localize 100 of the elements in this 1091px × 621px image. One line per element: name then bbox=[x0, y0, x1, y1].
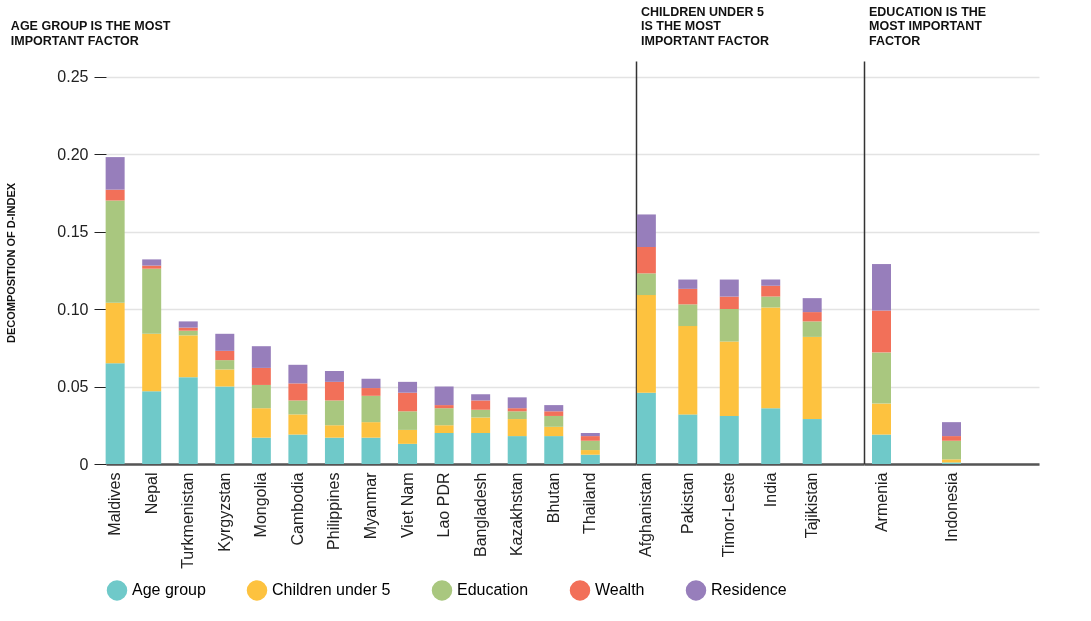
bar bbox=[872, 352, 891, 404]
x-tick-label: India bbox=[761, 472, 779, 508]
bar bbox=[324, 400, 344, 426]
bar bbox=[105, 157, 125, 190]
bar bbox=[251, 437, 271, 464]
bar bbox=[507, 436, 527, 464]
bar bbox=[251, 384, 271, 409]
bar bbox=[288, 434, 308, 464]
bar bbox=[215, 350, 235, 361]
bar bbox=[471, 400, 491, 410]
bar bbox=[324, 381, 344, 401]
bar bbox=[105, 200, 125, 303]
bar bbox=[361, 388, 381, 396]
x-tick-label: Bhutan bbox=[544, 472, 562, 524]
bar bbox=[942, 440, 961, 460]
bar bbox=[580, 436, 600, 441]
bar bbox=[719, 415, 739, 464]
bar bbox=[872, 264, 891, 311]
x-tick-label: Tajikistan bbox=[803, 472, 821, 539]
bar bbox=[471, 433, 491, 464]
bar bbox=[215, 386, 235, 464]
bar bbox=[471, 409, 491, 418]
x-tick-label: Maldives bbox=[106, 472, 124, 536]
bar bbox=[636, 214, 656, 247]
x-tick-label: Timor-Leste bbox=[720, 472, 738, 558]
bar bbox=[678, 279, 698, 289]
bar bbox=[288, 383, 308, 401]
bar bbox=[288, 364, 308, 384]
x-tick-label: Turkmenistan bbox=[179, 472, 197, 569]
bar bbox=[636, 295, 656, 393]
bar bbox=[288, 400, 308, 415]
bar bbox=[761, 408, 781, 464]
legend-label: Wealth bbox=[595, 581, 645, 599]
bar bbox=[398, 443, 418, 464]
bar bbox=[324, 371, 344, 382]
bar bbox=[142, 259, 162, 266]
bar bbox=[288, 414, 308, 435]
y-tick-label: 0.15 bbox=[57, 223, 89, 240]
bar bbox=[580, 454, 600, 464]
bar bbox=[678, 288, 698, 305]
bar bbox=[507, 397, 527, 409]
x-tick-label: Indonesia bbox=[942, 472, 960, 542]
bar bbox=[215, 360, 235, 370]
x-tick-label: Myanmar bbox=[362, 471, 379, 540]
bar bbox=[434, 433, 454, 464]
y-tick-label: 0 bbox=[79, 455, 89, 473]
bar bbox=[802, 298, 822, 313]
bar bbox=[142, 333, 162, 392]
bar bbox=[678, 414, 698, 464]
bar bbox=[507, 408, 527, 412]
bar bbox=[434, 408, 454, 426]
bar bbox=[398, 429, 418, 444]
bar bbox=[719, 341, 739, 416]
x-tick-label: Nepal bbox=[142, 472, 160, 515]
bar bbox=[636, 247, 656, 274]
bar bbox=[105, 363, 125, 464]
bar bbox=[761, 296, 781, 308]
bar bbox=[398, 411, 418, 430]
x-tick-label: Viet Nam bbox=[398, 472, 416, 539]
bar bbox=[251, 346, 271, 368]
x-tick-label: Pakistan bbox=[678, 472, 696, 534]
bar bbox=[872, 403, 891, 435]
bar bbox=[872, 434, 891, 464]
bar bbox=[580, 440, 600, 451]
bar bbox=[719, 279, 739, 297]
bar bbox=[324, 437, 344, 464]
bar bbox=[802, 312, 822, 322]
y-tick-label: 0.25 bbox=[57, 68, 89, 85]
bar bbox=[636, 392, 656, 464]
bar bbox=[802, 419, 822, 464]
bar bbox=[544, 426, 564, 437]
bar bbox=[471, 417, 491, 433]
x-tick-label: Armenia bbox=[872, 472, 890, 533]
bar bbox=[678, 304, 698, 327]
bar bbox=[761, 307, 781, 409]
bar bbox=[215, 333, 235, 351]
bar bbox=[398, 381, 418, 393]
bar bbox=[434, 425, 454, 433]
bar bbox=[761, 285, 781, 297]
x-tick-label: Thailand bbox=[581, 472, 599, 534]
bar bbox=[142, 265, 162, 269]
x-tick-label: Kyrgyzstan bbox=[215, 472, 233, 552]
bar bbox=[580, 433, 600, 437]
x-tick-label: Lao PDR bbox=[435, 472, 453, 538]
legend-label: Age group bbox=[132, 581, 206, 599]
bar bbox=[178, 321, 198, 328]
bar bbox=[507, 419, 527, 437]
bar bbox=[544, 411, 564, 416]
x-tick-label: Philippines bbox=[325, 472, 343, 550]
y-tick-label: 0.20 bbox=[57, 145, 89, 163]
bar bbox=[142, 391, 162, 464]
bar bbox=[580, 450, 600, 455]
bar bbox=[142, 268, 162, 334]
bar bbox=[802, 321, 822, 337]
bar bbox=[251, 367, 271, 385]
bar bbox=[942, 436, 961, 441]
chart-title: CHILDREN UNDER 5 IS THE MOST IMPORTANT FACTOR bbox=[641, 4, 770, 48]
bar bbox=[942, 422, 961, 437]
legend-label: Children under 5 bbox=[272, 581, 391, 599]
x-tick-label: Mongolia bbox=[252, 472, 270, 538]
